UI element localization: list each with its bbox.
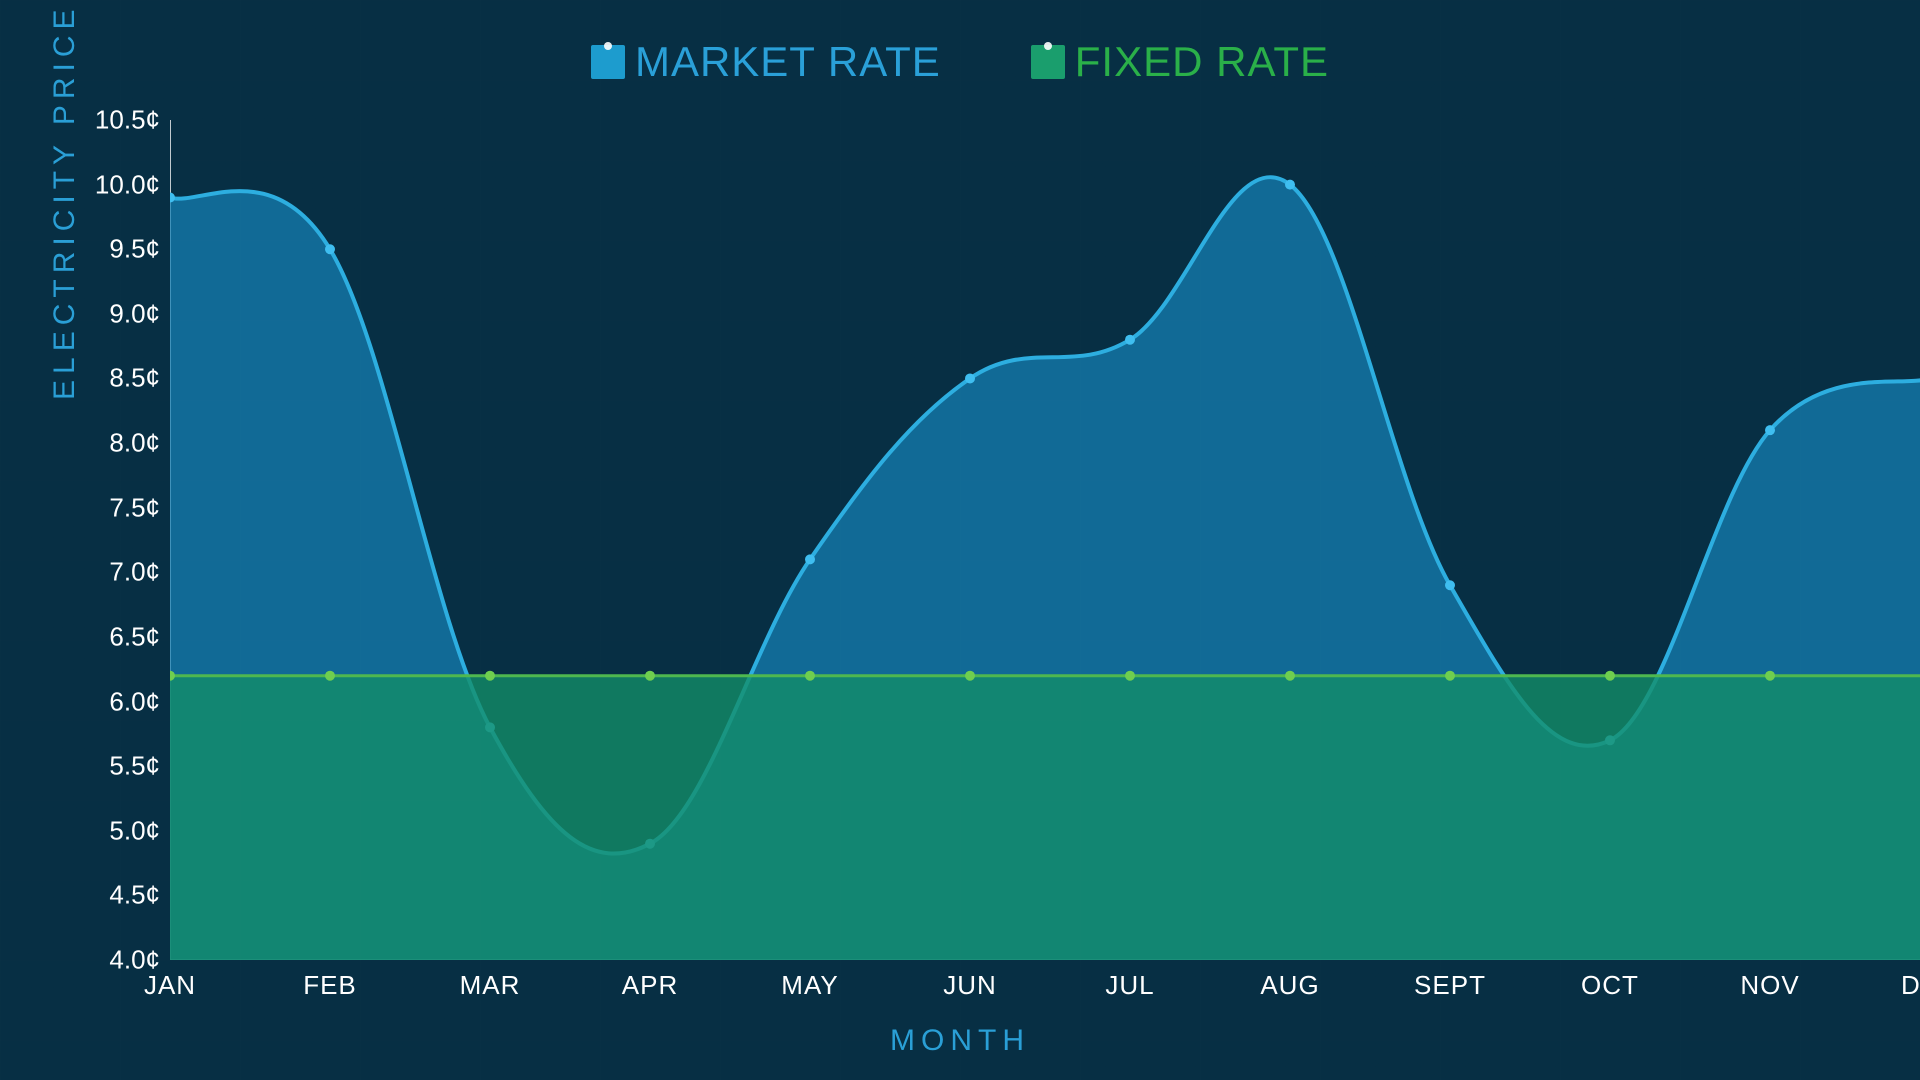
- y-tick-label: 4.5¢: [109, 880, 160, 911]
- legend-label-fixed: FIXED RATE: [1075, 38, 1329, 86]
- y-tick-label: 6.0¢: [109, 686, 160, 717]
- series-marker-fixed: [1445, 671, 1455, 681]
- x-tick-label: MAR: [460, 970, 521, 1001]
- y-tick-label: 7.5¢: [109, 492, 160, 523]
- x-tick-label: FEB: [303, 970, 357, 1001]
- y-tick-label: 10.0¢: [95, 169, 160, 200]
- series-marker-fixed: [645, 671, 655, 681]
- series-marker-fixed: [1125, 671, 1135, 681]
- y-tick-label: 5.0¢: [109, 815, 160, 846]
- y-tick-label: 7.0¢: [109, 557, 160, 588]
- series-marker-fixed: [1285, 671, 1295, 681]
- x-tick-label: MAY: [781, 970, 838, 1001]
- series-marker-market: [965, 373, 975, 383]
- x-tick-label: JUN: [943, 970, 997, 1001]
- legend-item-fixed: FIXED RATE: [1031, 38, 1329, 86]
- series-marker-fixed: [325, 671, 335, 681]
- series-marker-market: [1765, 425, 1775, 435]
- x-tick-label: AUG: [1260, 970, 1319, 1001]
- chart-svg: [170, 120, 1920, 960]
- x-tick-label: DEC: [1901, 970, 1920, 1001]
- series-marker-market: [325, 244, 335, 254]
- x-axis-title: MONTH: [0, 1024, 1920, 1058]
- series-marker-fixed: [1605, 671, 1615, 681]
- legend-swatch-market: [591, 45, 625, 79]
- x-tick-label: NOV: [1740, 970, 1799, 1001]
- series-marker-market: [1125, 335, 1135, 345]
- legend: MARKET RATE FIXED RATE: [0, 38, 1920, 86]
- series-marker-fixed: [805, 671, 815, 681]
- series-marker-market: [805, 554, 815, 564]
- y-tick-label: 8.5¢: [109, 363, 160, 394]
- legend-label-market: MARKET RATE: [635, 38, 941, 86]
- x-tick-label: JUL: [1105, 970, 1154, 1001]
- legend-swatch-fixed: [1031, 45, 1065, 79]
- y-tick-label: 5.5¢: [109, 751, 160, 782]
- y-tick-label: 10.5¢: [95, 105, 160, 136]
- y-axis-title: ELECTRICITY PRICE: [48, 3, 82, 400]
- x-tick-label: APR: [622, 970, 678, 1001]
- y-tick-label: 9.5¢: [109, 234, 160, 265]
- series-marker-market: [1285, 180, 1295, 190]
- chart-plot-area: 10.5¢10.0¢9.5¢9.0¢8.5¢8.0¢7.5¢7.0¢6.5¢6.…: [170, 120, 1920, 960]
- y-tick-label: 6.5¢: [109, 621, 160, 652]
- series-area-fixed: [170, 676, 1920, 960]
- series-marker-market: [1445, 580, 1455, 590]
- y-tick-label: 9.0¢: [109, 298, 160, 329]
- legend-item-market: MARKET RATE: [591, 38, 941, 86]
- x-tick-label: JAN: [144, 970, 196, 1001]
- y-tick-label: 8.0¢: [109, 428, 160, 459]
- series-marker-fixed: [485, 671, 495, 681]
- series-marker-fixed: [965, 671, 975, 681]
- series-marker-fixed: [1765, 671, 1775, 681]
- x-tick-label: OCT: [1581, 970, 1639, 1001]
- x-tick-label: SEPT: [1414, 970, 1486, 1001]
